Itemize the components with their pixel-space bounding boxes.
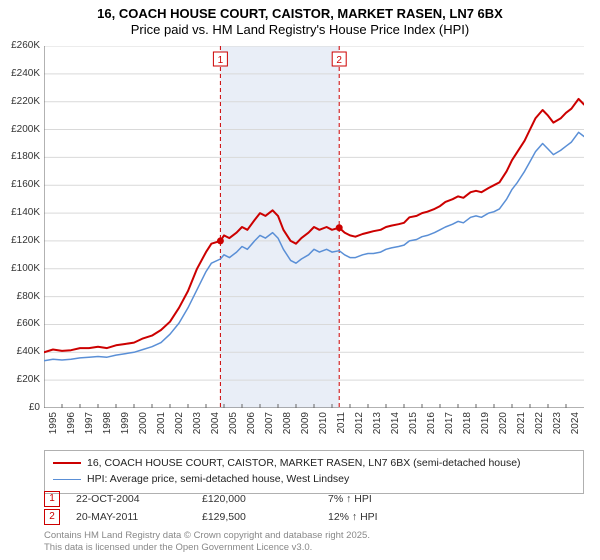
x-tick-label: 2016 — [426, 412, 437, 442]
sale-price: £129,500 — [202, 511, 312, 523]
svg-text:2: 2 — [336, 55, 342, 66]
x-tick-label: 2003 — [192, 412, 203, 442]
y-tick-label: £60K — [0, 318, 40, 329]
x-tick-label: 1996 — [66, 412, 77, 442]
sale-price: £120,000 — [202, 493, 312, 505]
x-tick-label: 2024 — [570, 412, 581, 442]
y-tick-label: £40K — [0, 346, 40, 357]
x-tick-label: 2015 — [408, 412, 419, 442]
y-tick-label: £0 — [0, 402, 40, 413]
x-tick-label: 2018 — [462, 412, 473, 442]
y-tick-label: £160K — [0, 179, 40, 190]
x-tick-label: 1999 — [120, 412, 131, 442]
x-tick-label: 2006 — [246, 412, 257, 442]
y-tick-label: £100K — [0, 263, 40, 274]
footer-line: Contains HM Land Registry data © Crown c… — [44, 530, 370, 542]
svg-text:1: 1 — [218, 55, 224, 66]
sale-date: 22-OCT-2004 — [76, 493, 186, 505]
x-tick-label: 2014 — [390, 412, 401, 442]
y-tick-label: £20K — [0, 374, 40, 385]
sale-date: 20-MAY-2011 — [76, 511, 186, 523]
sale-change: 7% ↑ HPI — [328, 493, 438, 505]
y-tick-label: £80K — [0, 291, 40, 302]
footer-line: This data is licensed under the Open Gov… — [44, 542, 370, 554]
x-tick-label: 2022 — [534, 412, 545, 442]
x-tick-label: 2011 — [336, 412, 347, 442]
x-tick-label: 2002 — [174, 412, 185, 442]
x-tick-label: 1998 — [102, 412, 113, 442]
title-subtitle: Price paid vs. HM Land Registry's House … — [0, 22, 600, 38]
x-tick-label: 2004 — [210, 412, 221, 442]
y-tick-label: £240K — [0, 68, 40, 79]
x-tick-label: 1997 — [84, 412, 95, 442]
legend-swatch — [53, 462, 81, 464]
sale-tag: 2 — [44, 509, 60, 525]
x-tick-label: 2005 — [228, 412, 239, 442]
x-tick-label: 2019 — [480, 412, 491, 442]
legend-label: HPI: Average price, semi-detached house,… — [87, 473, 349, 485]
title-address: 16, COACH HOUSE COURT, CAISTOR, MARKET R… — [0, 6, 600, 22]
x-tick-label: 2013 — [372, 412, 383, 442]
y-tick-label: £180K — [0, 151, 40, 162]
x-tick-label: 2000 — [138, 412, 149, 442]
legend-label: 16, COACH HOUSE COURT, CAISTOR, MARKET R… — [87, 457, 521, 469]
sale-tag: 1 — [44, 491, 60, 507]
legend-item-price-paid: 16, COACH HOUSE COURT, CAISTOR, MARKET R… — [53, 455, 575, 471]
sale-rows: 1 22-OCT-2004 £120,000 7% ↑ HPI 2 20-MAY… — [44, 490, 584, 526]
footer-attribution: Contains HM Land Registry data © Crown c… — [44, 530, 370, 554]
x-tick-label: 2007 — [264, 412, 275, 442]
sale-row: 2 20-MAY-2011 £129,500 12% ↑ HPI — [44, 508, 584, 526]
x-tick-label: 2008 — [282, 412, 293, 442]
x-tick-label: 2021 — [516, 412, 527, 442]
title-block: 16, COACH HOUSE COURT, CAISTOR, MARKET R… — [0, 0, 600, 39]
y-tick-label: £200K — [0, 124, 40, 135]
x-tick-label: 2020 — [498, 412, 509, 442]
line-chart: 12 — [44, 46, 584, 408]
x-tick-label: 2017 — [444, 412, 455, 442]
chart-container: 16, COACH HOUSE COURT, CAISTOR, MARKET R… — [0, 0, 600, 560]
x-tick-label: 2023 — [552, 412, 563, 442]
legend-box: 16, COACH HOUSE COURT, CAISTOR, MARKET R… — [44, 450, 584, 494]
x-tick-label: 2010 — [318, 412, 329, 442]
legend-swatch — [53, 479, 81, 480]
y-tick-label: £260K — [0, 40, 40, 51]
x-tick-label: 2012 — [354, 412, 365, 442]
sale-row: 1 22-OCT-2004 £120,000 7% ↑ HPI — [44, 490, 584, 508]
x-tick-label: 2009 — [300, 412, 311, 442]
y-tick-label: £140K — [0, 207, 40, 218]
sale-change: 12% ↑ HPI — [328, 511, 438, 523]
legend-item-hpi: HPI: Average price, semi-detached house,… — [53, 471, 575, 487]
x-tick-label: 2001 — [156, 412, 167, 442]
y-tick-label: £120K — [0, 235, 40, 246]
x-tick-label: 1995 — [48, 412, 59, 442]
chart-area: 12 — [44, 46, 584, 408]
y-tick-label: £220K — [0, 96, 40, 107]
